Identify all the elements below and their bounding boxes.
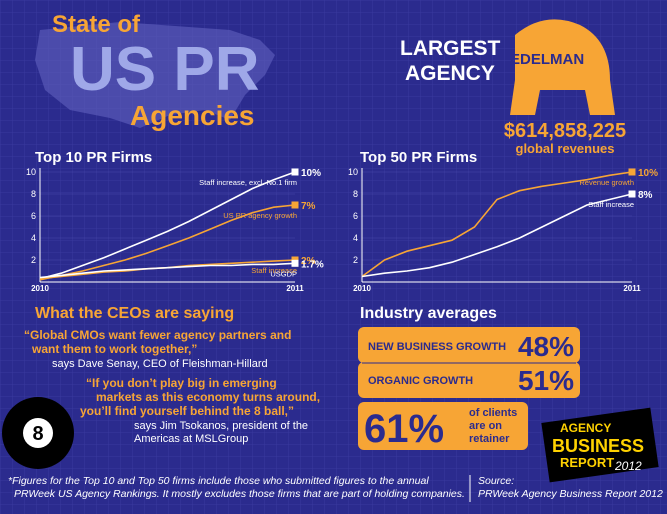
x-tick-label: 2010 bbox=[31, 284, 49, 293]
quote: want them to work together,” bbox=[31, 342, 197, 356]
series-name: US PR agency growth bbox=[223, 211, 297, 220]
logo-text: AGENCY bbox=[560, 421, 611, 435]
retainer-box bbox=[358, 402, 528, 450]
source: PRWeek Agency Business Report 2012 bbox=[478, 488, 663, 500]
y-tick-label: 8 bbox=[31, 189, 36, 199]
average-row bbox=[358, 362, 580, 398]
retainer-value: 61% bbox=[364, 407, 444, 451]
average-label: NEW BUSINESS GROWTH bbox=[368, 341, 506, 353]
quote: you’ll find yourself behind the 8 ball,” bbox=[80, 404, 294, 418]
average-row bbox=[358, 327, 580, 363]
value-label: 2% bbox=[301, 256, 316, 267]
revenue: $614,858,225 bbox=[504, 120, 626, 142]
y-tick-label: 2 bbox=[353, 255, 358, 265]
attribution: says Dave Senay, CEO of Fleishman-Hillar… bbox=[52, 358, 268, 370]
x-tick-label: 2011 bbox=[286, 284, 304, 293]
series-name: Revenue growth bbox=[579, 178, 634, 187]
gorilla-icon bbox=[510, 19, 615, 115]
ceos-heading: What the CEOs are saying bbox=[35, 305, 234, 322]
retainer-caption: are on bbox=[469, 420, 502, 432]
largest-heading: LARGEST bbox=[400, 37, 501, 60]
us-map bbox=[35, 22, 275, 128]
average-label: ORGANIC GROWTH bbox=[368, 375, 473, 387]
series-line bbox=[39, 171, 296, 280]
value-label: 10% bbox=[301, 168, 321, 179]
y-tick-label: 4 bbox=[353, 233, 358, 243]
source: Source: bbox=[478, 475, 514, 487]
y-tick-label: 8 bbox=[353, 189, 358, 199]
y-tick-label: 10 bbox=[26, 167, 36, 177]
quote: “Global CMOs want fewer agency partners … bbox=[24, 328, 291, 342]
value-label: 7% bbox=[301, 201, 316, 212]
eight-ball-number: 8 bbox=[32, 423, 43, 445]
logo-box bbox=[541, 407, 659, 483]
logo-text: REPORT bbox=[560, 455, 614, 470]
attribution: Americas at MSLGroup bbox=[134, 433, 248, 445]
revenue-caption: global revenues bbox=[516, 141, 615, 156]
end-marker bbox=[291, 168, 299, 176]
y-tick-label: 2 bbox=[31, 255, 36, 265]
y-tick-label: 6 bbox=[31, 211, 36, 221]
attribution: says Jim Tsokanos, president of the bbox=[134, 420, 308, 432]
series-name: USGDP bbox=[270, 269, 297, 278]
largest-heading: AGENCY bbox=[405, 62, 495, 85]
end-marker bbox=[291, 259, 299, 267]
footnote: *Figures for the Top 10 and Top 50 firms… bbox=[8, 475, 429, 487]
series-name: Staff increase bbox=[251, 266, 297, 275]
title-main: US PR bbox=[70, 35, 259, 104]
value-label: 8% bbox=[638, 190, 653, 201]
series-line bbox=[39, 262, 296, 279]
eight-ball-spot bbox=[23, 418, 53, 448]
series-line bbox=[361, 171, 633, 278]
quote: “If you don’t play big in emerging bbox=[86, 376, 277, 390]
y-tick-label: 4 bbox=[31, 233, 36, 243]
series-line bbox=[361, 193, 633, 278]
quote: markets as this economy turns around, bbox=[96, 390, 320, 404]
averages-heading: Industry averages bbox=[360, 305, 497, 322]
retainer-caption: of clients bbox=[469, 407, 517, 419]
value-label: 1.7% bbox=[301, 259, 324, 270]
chart-title: Top 10 PR Firms bbox=[35, 149, 152, 166]
retainer-caption: retainer bbox=[469, 433, 510, 445]
value-label: 10% bbox=[638, 168, 658, 179]
series-name: Staff increase, excl. No.1 firm bbox=[199, 178, 297, 187]
average-value: 48% bbox=[518, 331, 574, 362]
footnote: PRWeek US Agency Rankings. It mostly exc… bbox=[14, 488, 465, 500]
agency-name: EDELMAN bbox=[510, 51, 584, 68]
end-marker bbox=[628, 190, 636, 198]
logo-text: BUSINESS bbox=[552, 436, 644, 456]
chart-title: Top 50 PR Firms bbox=[360, 149, 477, 166]
y-tick-label: 6 bbox=[353, 211, 358, 221]
x-tick-label: 2010 bbox=[353, 284, 371, 293]
title-line: State of bbox=[52, 11, 141, 38]
logo-text: 2012 bbox=[614, 459, 642, 473]
y-tick-label: 10 bbox=[348, 167, 358, 177]
end-marker bbox=[291, 201, 299, 209]
series-name: Staff increase bbox=[588, 200, 634, 209]
title-line: Agencies bbox=[130, 100, 255, 131]
average-value: 51% bbox=[518, 365, 574, 396]
x-tick-label: 2011 bbox=[623, 284, 641, 293]
end-marker bbox=[628, 168, 636, 176]
series-line bbox=[39, 204, 296, 281]
